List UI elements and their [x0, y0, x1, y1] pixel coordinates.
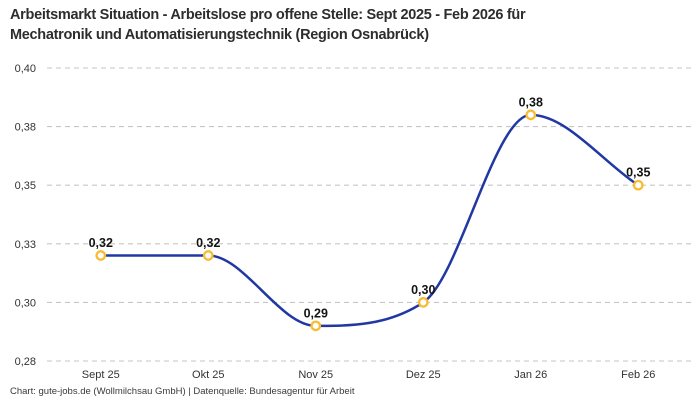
data-point-label: 0,30	[411, 283, 435, 297]
chart-credit: Chart: gute-jobs.de (Wollmilchsau GmbH) …	[10, 386, 355, 397]
x-tick-label: Feb 26	[621, 369, 655, 381]
y-tick-label: 0,28	[15, 356, 36, 368]
data-point-marker	[417, 297, 429, 308]
series-line	[99, 113, 640, 328]
x-tick-label: Jan 26	[514, 369, 547, 381]
data-point-label: 0,29	[304, 306, 328, 320]
y-tick-label: 0,38	[15, 122, 36, 134]
data-point-label: 0,32	[89, 236, 113, 250]
data-point-marker	[310, 320, 322, 332]
y-tick-label: 0,30	[15, 297, 36, 309]
data-point-marker	[632, 179, 644, 191]
y-tick-label: 0,33	[15, 239, 36, 251]
data-point-marker	[95, 250, 107, 261]
y-tick-label: 0,40	[15, 63, 36, 75]
data-point-marker	[525, 109, 537, 121]
x-tick-label: Nov 25	[298, 369, 333, 381]
data-point-label: 0,35	[626, 166, 650, 180]
data-point-marker	[202, 250, 214, 261]
y-tick-label: 0,35	[15, 180, 36, 192]
data-point-label: 0,38	[519, 95, 543, 109]
x-tick-label: Sept 25	[82, 369, 120, 381]
line-chart: 0,40 0,38 0,35 0,33 0,30 0,28 Sept 25 Okt 25 Nov…	[15, 63, 692, 381]
x-tick-label: Okt 25	[192, 369, 224, 381]
chart-title-line2: Mechatronik und Automatisierungstechnik …	[10, 27, 429, 43]
data-point-label: 0,32	[196, 236, 220, 250]
x-tick-label: Dez 25	[406, 369, 441, 381]
chart-title-line1: Arbeitsmarkt Situation - Arbeitslose pro…	[10, 7, 526, 23]
chart-title: Arbeitsmarkt Situation - Arbeitslose pro…	[10, 5, 526, 45]
